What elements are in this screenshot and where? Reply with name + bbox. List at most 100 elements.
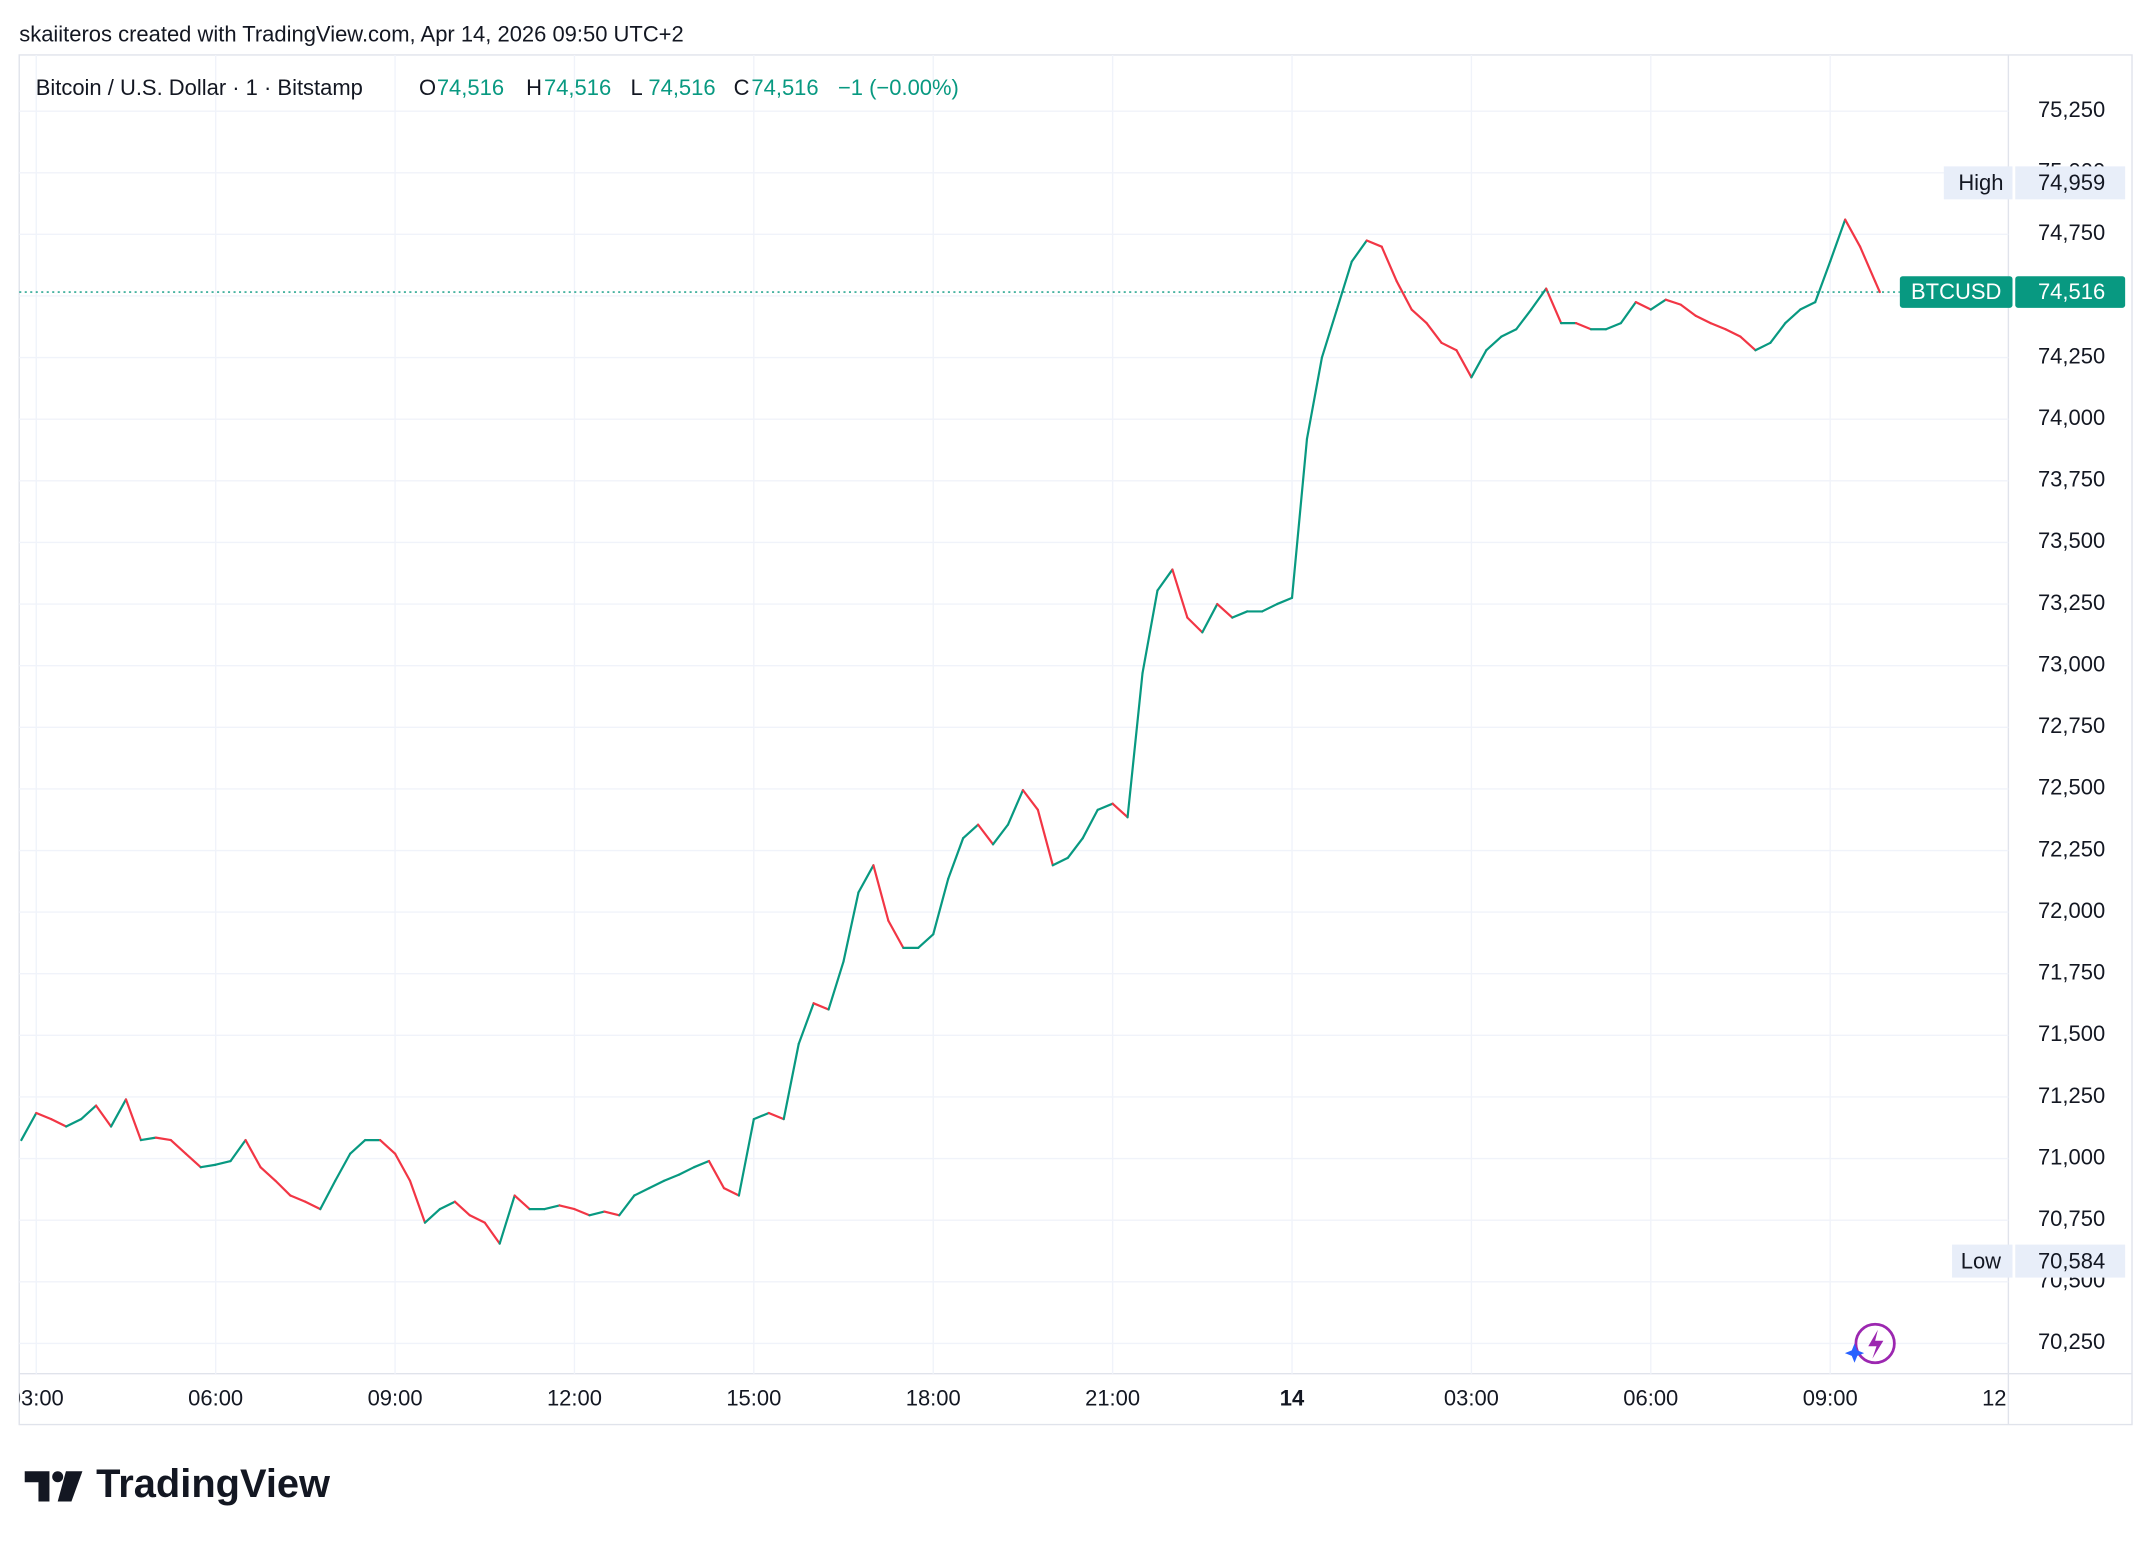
price-segment [80,1104,98,1121]
price-segment [1739,335,1757,352]
price-segment [229,1138,247,1163]
price-segment [1769,321,1787,344]
price-segment [1814,260,1832,304]
price-segment [393,1152,412,1182]
price-segment [1350,239,1368,263]
ohlc-value: 74,516 [544,75,611,100]
price-segment [498,1194,516,1245]
price-segment [1545,287,1563,325]
price-segment [1619,301,1637,325]
price-segment [199,1163,217,1169]
x-tick-label: 15:00 [726,1386,781,1411]
price-segment [558,1204,576,1211]
x-tick-label: 09:00 [1803,1386,1858,1411]
price-segment [139,1136,157,1142]
price-segment [917,933,935,949]
y-tick-label: 70,750 [2038,1206,2105,1231]
price-segment [408,1179,427,1224]
y-tick-label: 72,750 [2038,713,2105,738]
price-segment [1186,616,1204,634]
price-segment [244,1138,262,1169]
price-segment [65,1118,83,1128]
y-tick-label: 73,000 [2038,651,2105,676]
price-segment [872,864,890,922]
price-segment [1051,856,1069,867]
price-segment [573,1207,591,1217]
plot [20,218,1881,1245]
last-price-name: BTCUSD [1911,279,2001,304]
price-segment [857,864,875,894]
price-segment [169,1138,187,1155]
last-price-tag [1899,276,2013,308]
y-tick-label: 73,250 [2038,590,2105,615]
price-segment [663,1173,681,1182]
price-segment [1604,321,1622,331]
x-tick-label: 18:00 [906,1386,961,1411]
price-segment [603,1210,621,1217]
price-segment [1664,298,1682,306]
high-value-tag [2015,166,2126,200]
time-axis: 03:00 06:00 09:00 12:00 15:00 18:00 21:00 14 03:… [9,1386,2008,1411]
price-segment [1066,837,1084,860]
ohlc-value: 74,516 [437,75,504,100]
price-segment [289,1194,307,1203]
price-segment [1724,328,1742,338]
ohlc-value: 74,516 [648,75,715,100]
grid [19,54,2009,1374]
x-tick-label: 14 [1280,1386,1305,1411]
price-segment [1530,287,1548,311]
price-segment [1574,321,1593,331]
price-segment [1709,321,1727,331]
price-segment [1395,280,1413,311]
price-segment [962,823,980,840]
price-segment [1440,341,1458,352]
high-name-tag [1943,166,2013,200]
price-segment [588,1210,606,1217]
price-segment [513,1194,531,1211]
price-segment [438,1200,456,1211]
y-tick-label: 73,750 [2038,467,2105,492]
price-segment [1784,308,1802,325]
price-segment [827,960,845,1011]
spark-icon [1844,1322,1896,1365]
x-tick-label: 06:00 [188,1386,243,1411]
price-segment [379,1138,397,1155]
price-segment [722,1187,740,1197]
price-segment [20,1111,38,1142]
ohlc-key: H [526,75,542,100]
y-tick-label: 70,250 [2038,1329,2105,1354]
price-segment [154,1136,172,1142]
price-segment [1036,808,1054,867]
chart-frame [18,54,2133,1426]
ohlc-change: −1 (−0.00%) [838,75,959,100]
price-segment [1679,303,1697,317]
price-segment [543,1204,561,1211]
y-tick-label: 71,000 [2038,1144,2105,1169]
price-segment [737,1118,755,1197]
price-segment [1261,602,1279,613]
price-segment [782,1042,800,1121]
symbol: Bitcoin / U.S. Dollar · 1 · Bitstamp [36,75,363,100]
price-segment [109,1098,128,1128]
price-segment [1634,301,1652,311]
price-segment [1111,802,1129,819]
price-segment [648,1179,666,1190]
y-tick-label: 72,250 [2038,836,2105,861]
x-tick-label: 21:00 [1085,1386,1140,1411]
price-segment [1649,298,1667,311]
price-segment [35,1111,53,1121]
y-tick-label: 73,500 [2038,528,2105,553]
price-segment [1320,308,1338,359]
x-tick-label: 03:00 [9,1386,64,1411]
price-segment [1844,218,1862,248]
price-segment [797,1002,815,1046]
price-segment [618,1194,636,1217]
high-value: 74,959 [2038,170,2105,195]
price-segment [1799,301,1817,311]
price-segment [1470,349,1488,379]
price-segment [1410,308,1428,325]
price-segment [214,1159,232,1166]
y-tick-label: 72,000 [2038,898,2105,923]
low-name: Low [1961,1248,2001,1273]
price-segment [50,1118,68,1128]
